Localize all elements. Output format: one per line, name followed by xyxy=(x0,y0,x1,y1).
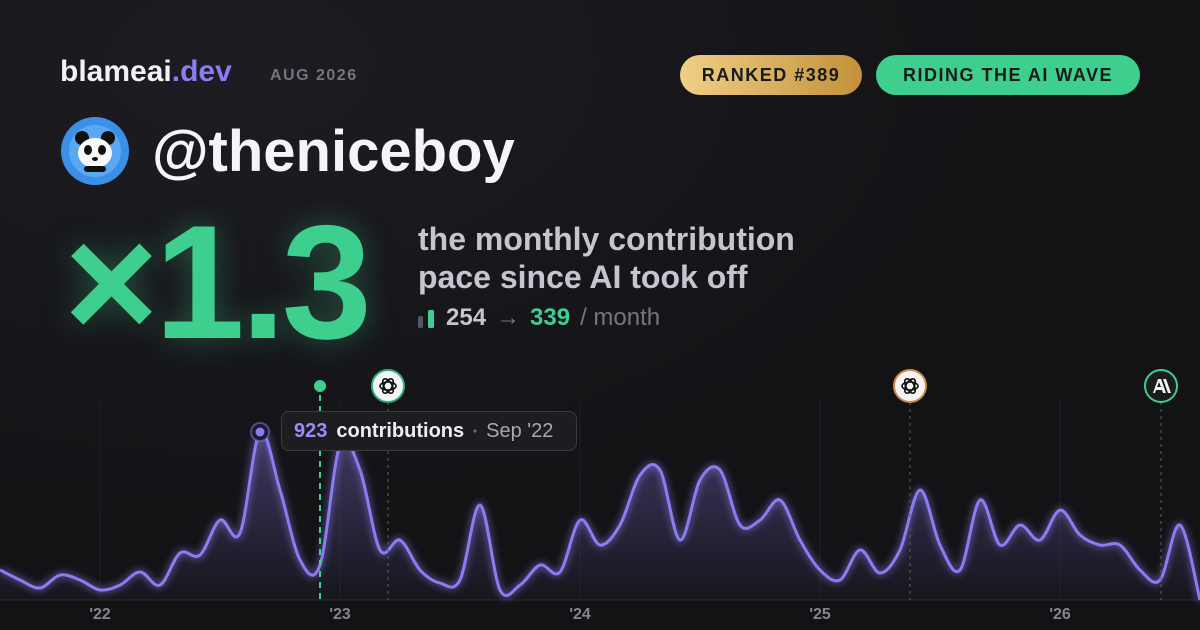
period: AUG 2026 xyxy=(270,67,358,84)
line xyxy=(0,429,1200,601)
avatar xyxy=(61,117,129,185)
tooltip-label: contributions xyxy=(336,419,465,442)
x-tick-label: '25 xyxy=(809,606,831,623)
brand-name: blameai xyxy=(60,55,172,88)
area xyxy=(0,431,1200,600)
tooltip-date: Sep '22 xyxy=(486,419,554,442)
pace-after: 339 xyxy=(530,304,571,331)
status-badge: RIDING THE AI WAVE xyxy=(876,55,1140,95)
description-line: the monthly contribution xyxy=(418,221,795,257)
rank-badge: RANKED #389 xyxy=(680,55,862,95)
pace-icon xyxy=(418,310,434,328)
x-tick-label: '24 xyxy=(569,606,591,623)
pace-row: 254 → 339 / month xyxy=(418,304,660,332)
event-dot xyxy=(314,380,326,392)
description: the monthly contribution pace since AI t… xyxy=(418,220,795,296)
event-icon xyxy=(1144,369,1178,403)
tooltip-separator xyxy=(473,429,477,433)
event-icon xyxy=(893,369,927,403)
pace-before: 254 xyxy=(446,304,487,331)
x-tick-label: '22 xyxy=(89,606,111,623)
multiplier: ×1.3 xyxy=(64,192,372,373)
highlight-point xyxy=(255,427,265,437)
description-line: pace since AI took off xyxy=(418,259,748,295)
brand: blameai.dev xyxy=(60,55,232,89)
event-icon xyxy=(371,369,405,403)
tooltip-value: 923 xyxy=(294,419,328,442)
brand-suffix: .dev xyxy=(171,55,232,88)
x-tick-label: '23 xyxy=(329,606,351,623)
pace-arrow: → xyxy=(496,304,521,331)
handle: @theniceboy xyxy=(152,119,515,184)
tooltip: 923 contributions Sep '22 xyxy=(281,411,577,451)
x-tick-label: '26 xyxy=(1049,606,1071,623)
pace-unit: / month xyxy=(580,304,661,331)
